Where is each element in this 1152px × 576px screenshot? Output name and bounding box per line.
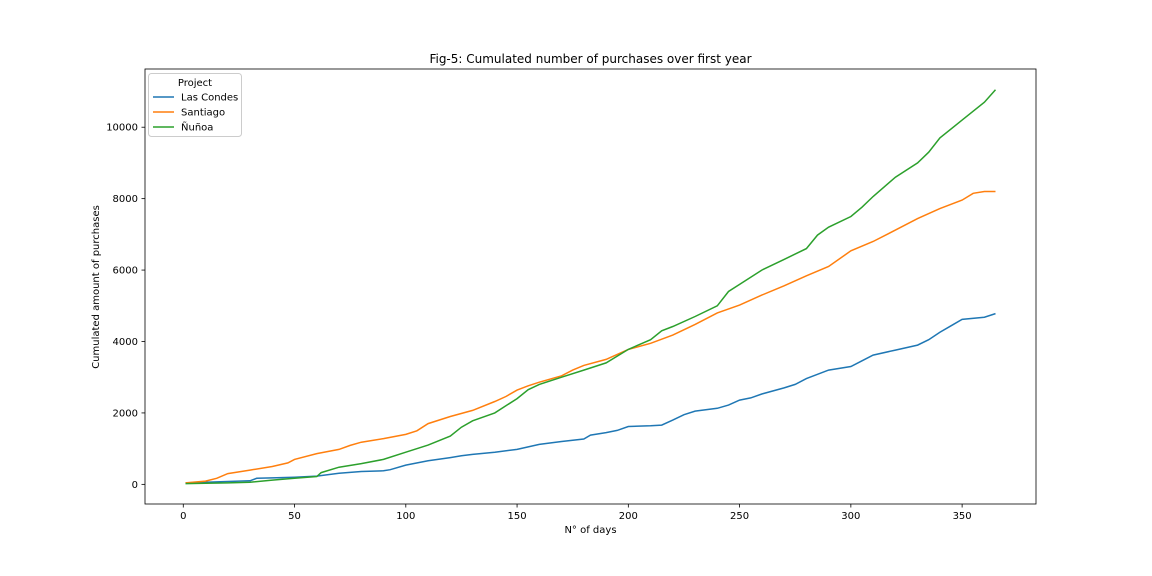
legend-box xyxy=(148,73,242,137)
x-tick-label: 350 xyxy=(953,511,972,522)
x-tick-label: 50 xyxy=(288,511,301,522)
x-tick-label: 150 xyxy=(508,511,527,522)
x-tick-label: 250 xyxy=(730,511,749,522)
y-tick-label: 10000 xyxy=(106,123,138,134)
plot-frame xyxy=(144,68,1037,505)
x-tick-label: 300 xyxy=(841,511,860,522)
y-tick-label: 0 xyxy=(132,480,138,491)
x-axis: 0 50 100 150 200 250 300 350 xyxy=(180,504,972,522)
series-line-santiago xyxy=(185,190,996,484)
x-tick-label: 100 xyxy=(396,511,415,522)
legend-title: Project xyxy=(178,78,212,89)
series-line-las-condes xyxy=(185,312,996,484)
y-axis-label: Cumulated amount of purchases xyxy=(91,205,102,369)
y-tick-label: 4000 xyxy=(113,337,138,348)
x-tick-label: 200 xyxy=(619,511,638,522)
y-tick-label: 6000 xyxy=(113,266,138,277)
legend-label-las-condes: Las Condes xyxy=(181,93,238,104)
x-tick-label: 0 xyxy=(180,511,186,522)
series-line-nunoa xyxy=(185,89,997,485)
y-tick-label: 8000 xyxy=(113,194,138,205)
legend-label-santiago: Santiago xyxy=(181,108,225,119)
legend-label-nunoa: Ñuñoa xyxy=(181,121,213,134)
series-layer xyxy=(185,89,997,485)
y-axis: 0 2000 4000 6000 8000 10000 xyxy=(106,123,145,491)
chart-title: Fig-5: Cumulated number of purchases ove… xyxy=(429,52,751,66)
x-axis-label: N° of days xyxy=(564,525,616,536)
legend: Project Las Condes Santiago Ñuñoa xyxy=(148,73,242,137)
y-tick-label: 2000 xyxy=(113,408,138,419)
